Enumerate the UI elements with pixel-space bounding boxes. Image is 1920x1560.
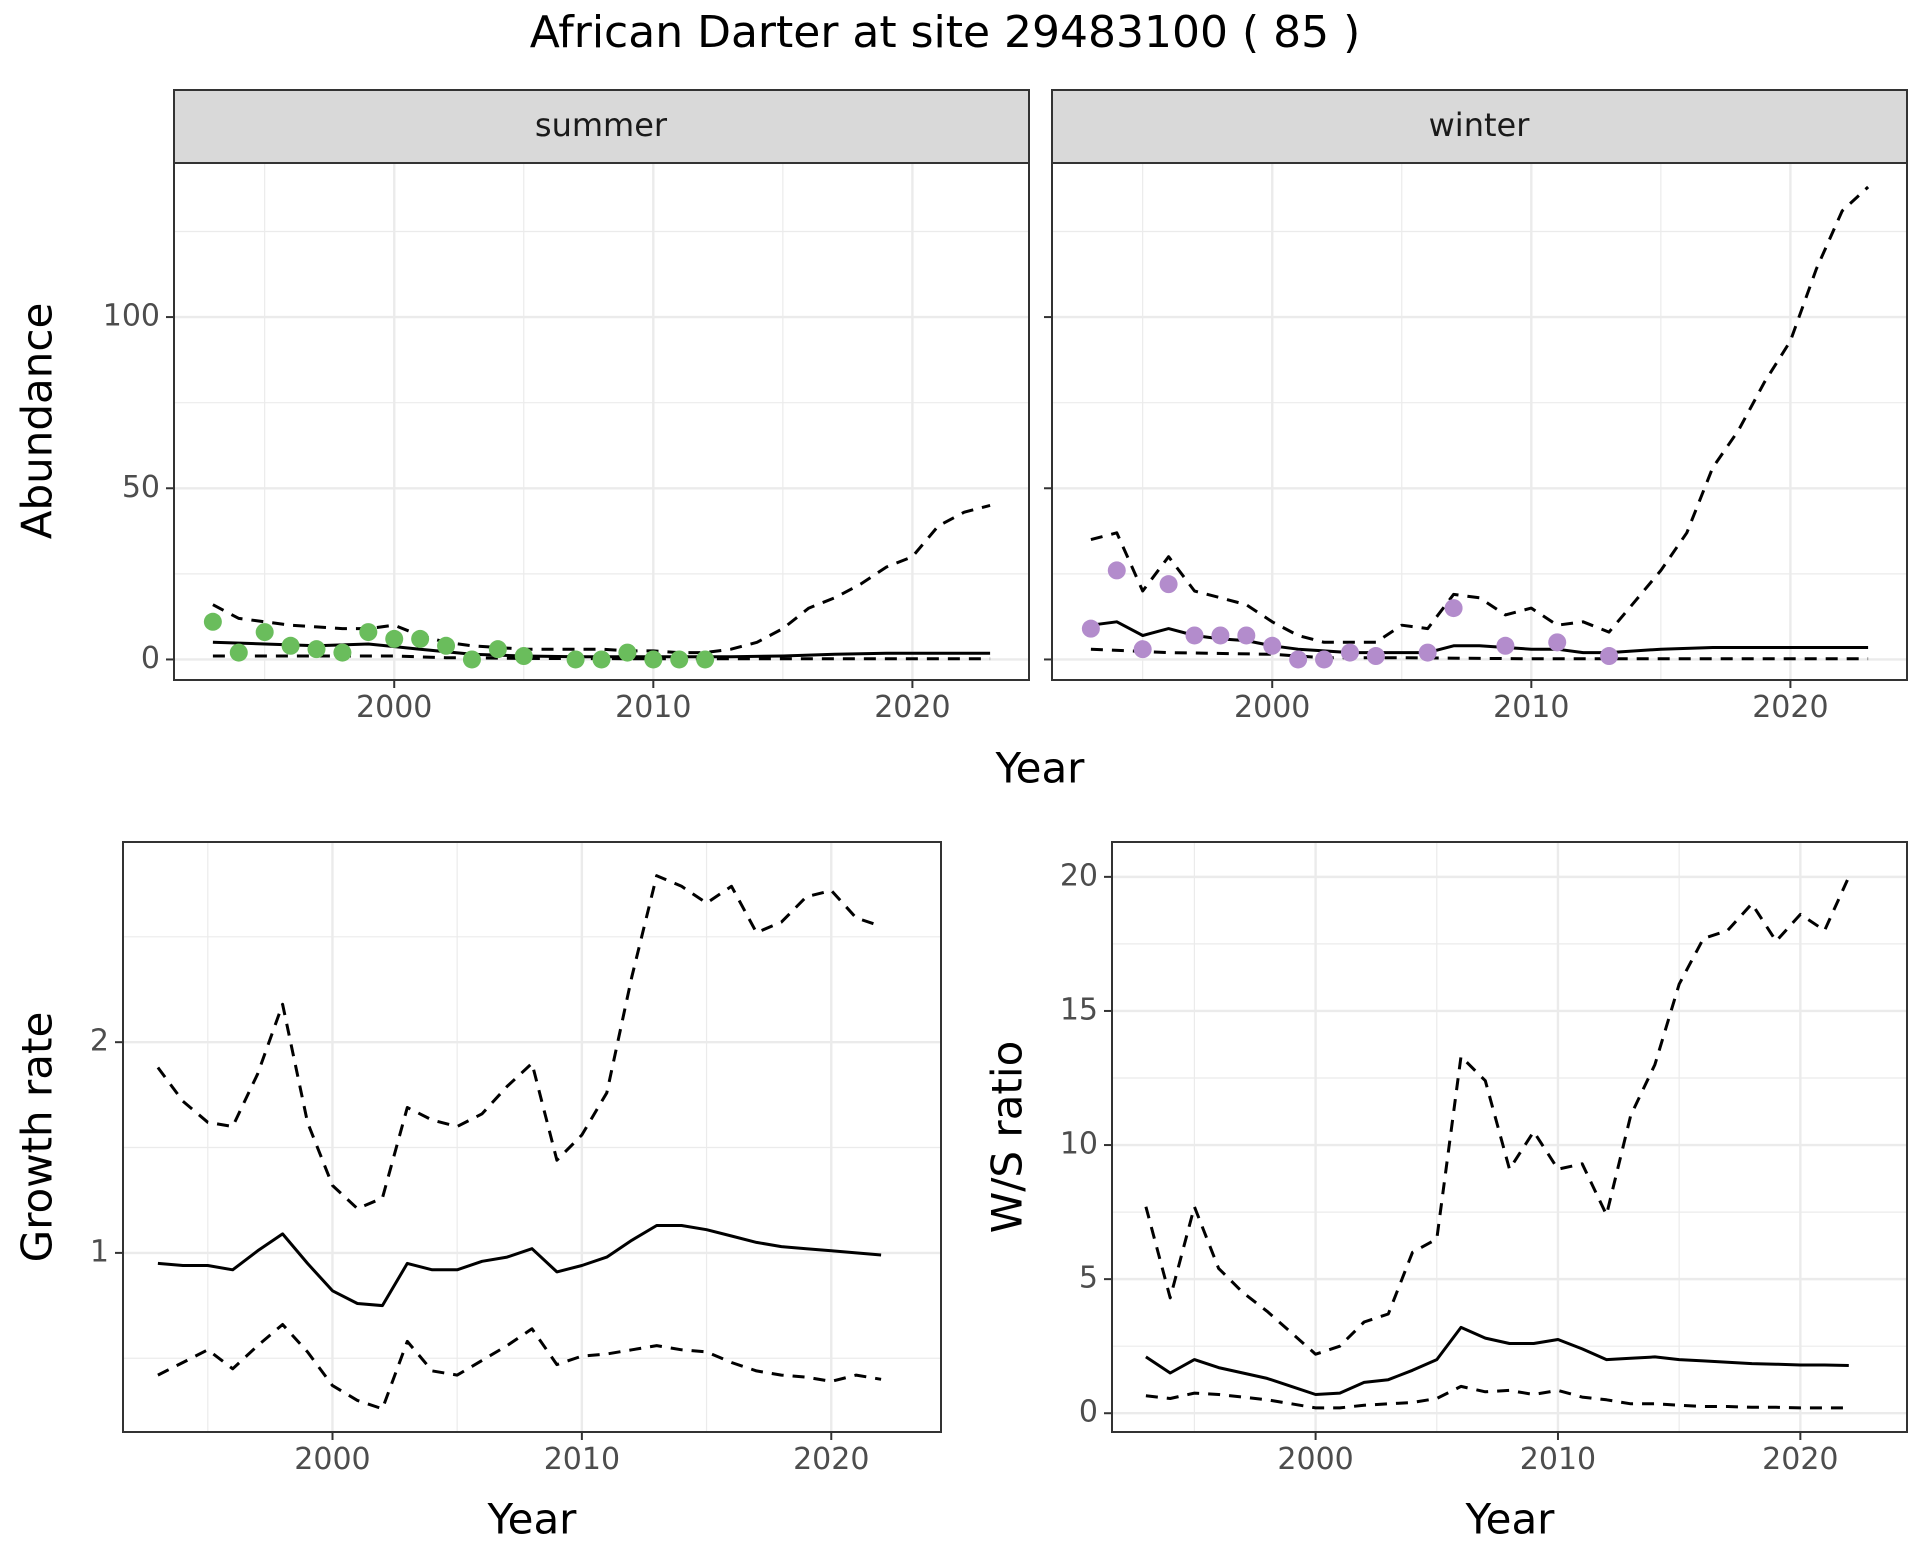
observed-point xyxy=(1263,636,1282,655)
x-tick-label: 2020 xyxy=(793,1442,869,1477)
observed-point xyxy=(359,623,378,642)
y-tick-label: 1 xyxy=(90,1234,109,1269)
observed-point xyxy=(462,650,481,669)
strip-winter xyxy=(1051,89,1908,164)
observed-point xyxy=(437,636,456,655)
x-tick-label: 2020 xyxy=(1762,1442,1838,1477)
observed-point xyxy=(1237,626,1256,645)
x-axis-label-ws: Year xyxy=(1465,1495,1556,1544)
panel-winter: winter 2000 2010 2020 xyxy=(1044,89,1908,725)
observed-point xyxy=(229,643,248,662)
panel-growth-rate: 2000 2010 2020 1 2 Growth rate Year xyxy=(13,841,942,1544)
observed-point xyxy=(1289,650,1308,669)
x-tick-label: 2000 xyxy=(356,690,432,725)
observed-point xyxy=(1133,640,1152,659)
lower-line xyxy=(157,1323,882,1411)
lower-line xyxy=(1090,647,1869,661)
upper-line xyxy=(156,874,882,1211)
x-tick-label: 2010 xyxy=(1520,1442,1596,1477)
x-tick-label: 2010 xyxy=(615,690,691,725)
x-tick-label: 2010 xyxy=(1493,690,1569,725)
y-tick-label: 0 xyxy=(141,641,160,676)
observed-point xyxy=(203,612,222,631)
x-tick-label: 2000 xyxy=(1277,1442,1353,1477)
observed-point xyxy=(1366,647,1385,666)
observed-point xyxy=(644,650,663,669)
observed-point xyxy=(1315,650,1334,669)
panel-ws-ratio: 2000 2010 2020 0 5 10 15 20 W/S ratio Year xyxy=(983,841,1908,1544)
x-tick-label: 2000 xyxy=(294,1442,370,1477)
observed-point xyxy=(333,643,352,662)
x-tick-label: 2020 xyxy=(1752,690,1828,725)
plot-area-growth xyxy=(123,842,941,1432)
strip-summer xyxy=(173,89,1030,164)
y-tick-label: 20 xyxy=(1060,858,1098,893)
y-tick-label: 10 xyxy=(1060,1127,1098,1162)
observed-point xyxy=(592,650,611,669)
x-tick-label: 2010 xyxy=(544,1442,620,1477)
observed-point xyxy=(1340,643,1359,662)
lower-line xyxy=(1145,1384,1849,1410)
estimate-line xyxy=(1145,1325,1849,1396)
observed-point xyxy=(1159,575,1178,594)
observed-point xyxy=(1418,643,1437,662)
observed-point xyxy=(696,650,715,669)
x-tick-label: 2000 xyxy=(1234,690,1310,725)
y-tick-label: 5 xyxy=(1079,1261,1098,1296)
observed-point xyxy=(670,650,689,669)
upper-line xyxy=(1144,876,1851,1356)
y-tick-label: 100 xyxy=(103,299,160,334)
y-axis-label-ws: W/S ratio xyxy=(983,1041,1032,1234)
plot-area-summer xyxy=(174,163,1029,680)
observed-point xyxy=(1444,599,1463,618)
observed-point xyxy=(411,629,430,648)
observed-point xyxy=(1496,636,1515,655)
plot-area-winter xyxy=(1052,163,1907,680)
observed-point xyxy=(1548,633,1567,652)
x-axis-label-growth: Year xyxy=(487,1495,578,1544)
observed-point xyxy=(1107,561,1126,580)
observed-point xyxy=(307,640,326,659)
y-tick-label: 0 xyxy=(1079,1395,1098,1430)
y-tick-label: 2 xyxy=(90,1024,109,1059)
y-axis-label-growth: Growth rate xyxy=(13,1012,62,1263)
observed-point xyxy=(514,647,533,666)
observed-point xyxy=(1211,626,1230,645)
observed-point xyxy=(281,636,300,655)
y-tick-label: 50 xyxy=(122,470,160,505)
observed-point xyxy=(1081,619,1100,638)
upper-line xyxy=(212,503,991,655)
plot-area-ws xyxy=(1112,842,1907,1432)
strip-label-winter: winter xyxy=(1429,106,1531,144)
observed-point xyxy=(255,623,274,642)
panel-summer: summer 2000 2010 2020 0 50 100 Abundance xyxy=(13,89,1030,725)
y-tick-label: 15 xyxy=(1060,992,1098,1027)
estimate-line xyxy=(157,1224,882,1308)
observed-point xyxy=(566,650,585,669)
observed-point xyxy=(1600,647,1619,666)
x-axis-label-top: Year xyxy=(995,744,1086,793)
x-tick-label: 2020 xyxy=(874,690,950,725)
observed-point xyxy=(385,629,404,648)
strip-label-summer: summer xyxy=(535,106,668,144)
observed-point xyxy=(618,643,637,662)
observed-point xyxy=(488,640,507,659)
figure-title: African Darter at site 29483100 ( 85 ) xyxy=(530,7,1361,58)
y-axis-label-abundance: Abundance xyxy=(13,303,62,540)
observed-point xyxy=(1185,626,1204,645)
